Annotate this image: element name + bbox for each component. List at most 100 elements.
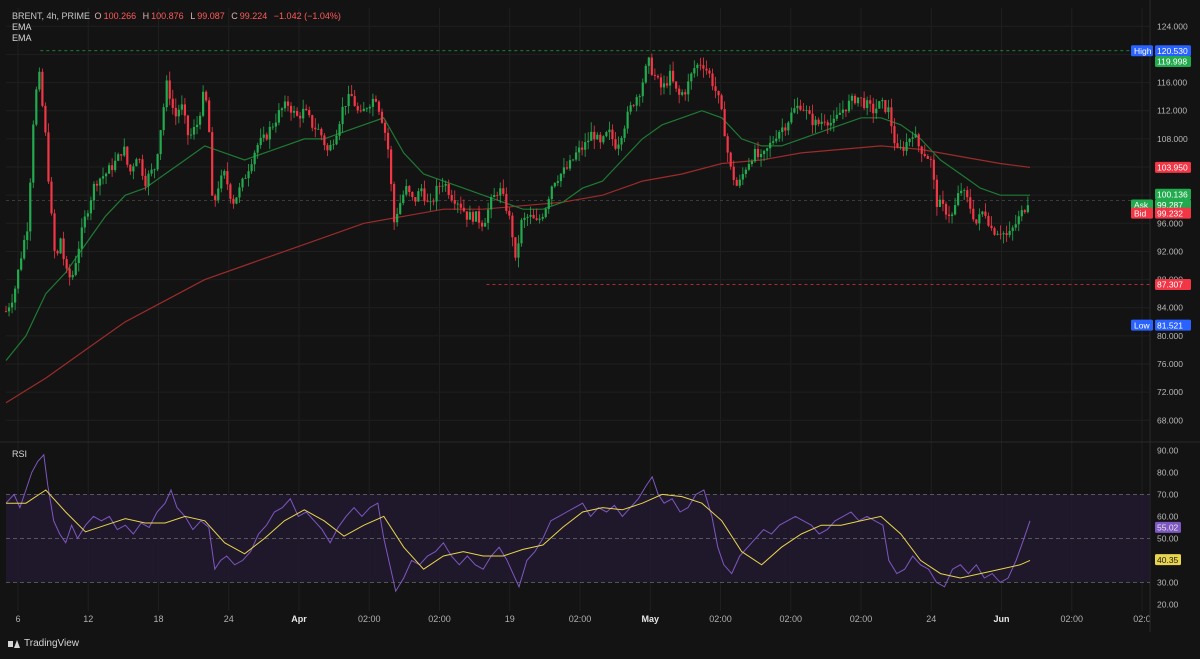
bid-price-bg	[1155, 207, 1191, 219]
candle-body	[668, 70, 672, 86]
x-tick-label: 02:00	[779, 614, 802, 624]
candle-body	[235, 197, 238, 204]
ohlc-open: O 100.266	[94, 11, 137, 21]
candle-body	[286, 101, 290, 106]
rsi-value-bg	[1155, 521, 1181, 533]
candle-body	[559, 173, 562, 182]
candle-body	[68, 268, 71, 278]
candle-body	[675, 81, 678, 89]
candle-body	[872, 103, 875, 114]
candle-body	[195, 124, 199, 128]
candle-body	[402, 194, 405, 204]
candle-body	[629, 105, 632, 112]
ema-legend-2[interactable]: EMA	[12, 33, 32, 43]
candle-body	[341, 106, 344, 125]
candle-body	[975, 219, 978, 224]
candle-body	[602, 136, 605, 143]
candle-body	[656, 75, 660, 78]
candle-body	[383, 122, 387, 133]
candle-body	[802, 109, 805, 111]
price-change: −1.042 (−1.04%)	[273, 11, 341, 21]
candle-body	[596, 134, 599, 140]
x-tick-label: 6	[15, 614, 20, 624]
candle-body	[969, 197, 972, 209]
candle-body	[708, 70, 711, 74]
rsi-y-tick-label: 20.00	[1157, 599, 1179, 609]
candle-body	[153, 169, 156, 171]
close-price-bg	[1155, 188, 1191, 200]
x-tick-label: 02:00	[569, 614, 592, 624]
candle-body	[944, 203, 948, 215]
candle-body	[650, 57, 653, 75]
candle-body	[459, 203, 462, 208]
candle-body	[535, 218, 538, 220]
candle-body	[26, 231, 29, 240]
tradingview-logo[interactable]: TradingView	[8, 638, 79, 649]
ema-fast-line	[5, 110, 1030, 361]
candle-body	[820, 121, 823, 125]
candle-body	[823, 121, 826, 123]
candle-body	[523, 217, 526, 220]
ema-legend-1[interactable]: EMA	[12, 22, 32, 32]
candle-body	[423, 188, 426, 202]
candle-body	[571, 159, 575, 161]
candle-body	[520, 219, 523, 244]
high-marker-tag: High	[1134, 46, 1152, 56]
candle-body	[186, 115, 190, 136]
bid-price-tag-bg	[1131, 207, 1153, 219]
candle-body	[653, 74, 656, 76]
candle-body	[805, 110, 808, 111]
candle-body	[126, 146, 129, 165]
candle-body	[277, 110, 281, 123]
candle-body	[778, 131, 781, 139]
low-marker-bg	[1155, 319, 1191, 331]
candle-body	[729, 152, 732, 167]
range-low-line-value: 87.307	[1157, 280, 1183, 290]
candle-body	[614, 139, 617, 149]
candle-body	[1020, 210, 1023, 217]
candle-body	[111, 165, 114, 171]
candle-body	[641, 82, 644, 97]
candle-body	[914, 134, 917, 138]
bid-price-value: 99.232	[1157, 208, 1183, 218]
candle-body	[471, 212, 475, 222]
candle-body	[107, 165, 111, 174]
candle-body	[156, 154, 159, 170]
candle-body	[553, 182, 556, 187]
candle-body	[165, 80, 168, 108]
candle-body	[844, 109, 848, 112]
candle-body	[289, 105, 293, 113]
candle-body	[347, 94, 350, 107]
candle-body	[238, 187, 241, 198]
rsi-y-tick-label: 30.00	[1157, 577, 1179, 587]
candle-body	[205, 91, 208, 101]
candle-body	[987, 215, 990, 226]
rsi-legend[interactable]: RSI	[12, 449, 28, 459]
candle-body	[438, 185, 441, 187]
candle-body	[132, 166, 135, 172]
candle-body	[638, 96, 641, 98]
candle-body	[223, 171, 226, 176]
candle-body	[811, 113, 814, 126]
candle-body	[274, 122, 277, 127]
candle-body	[56, 250, 59, 254]
candle-body	[35, 89, 38, 125]
candle-body	[665, 83, 669, 86]
symbol-legend[interactable]: BRENT, 4h, PRIME O 100.266 H 100.876 L 99.0…	[12, 11, 343, 22]
candle-body	[214, 195, 217, 201]
candle-body	[508, 210, 511, 216]
candle-body	[129, 164, 132, 172]
candle-body	[662, 83, 666, 88]
candle-body	[4, 311, 8, 313]
candle-body	[450, 195, 453, 201]
candle-body	[696, 64, 699, 69]
candle-body	[599, 134, 602, 143]
candle-body	[753, 148, 757, 162]
candle-body	[505, 193, 508, 211]
candle-body	[13, 288, 17, 303]
candle-body	[1026, 205, 1029, 213]
candle-body	[493, 194, 496, 198]
x-tick-label: 12	[83, 614, 93, 624]
